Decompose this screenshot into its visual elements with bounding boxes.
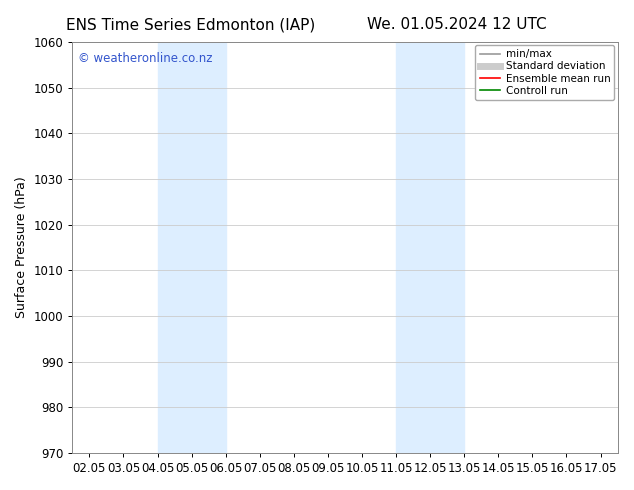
Legend: min/max, Standard deviation, Ensemble mean run, Controll run: min/max, Standard deviation, Ensemble me… [476, 45, 614, 100]
Y-axis label: Surface Pressure (hPa): Surface Pressure (hPa) [15, 176, 28, 318]
Bar [157, 42, 226, 453]
Text: We. 01.05.2024 12 UTC: We. 01.05.2024 12 UTC [366, 17, 547, 32]
Text: ENS Time Series Edmonton (IAP): ENS Time Series Edmonton (IAP) [65, 17, 315, 32]
Bar [396, 42, 464, 453]
Text: © weatheronline.co.nz: © weatheronline.co.nz [78, 52, 212, 65]
